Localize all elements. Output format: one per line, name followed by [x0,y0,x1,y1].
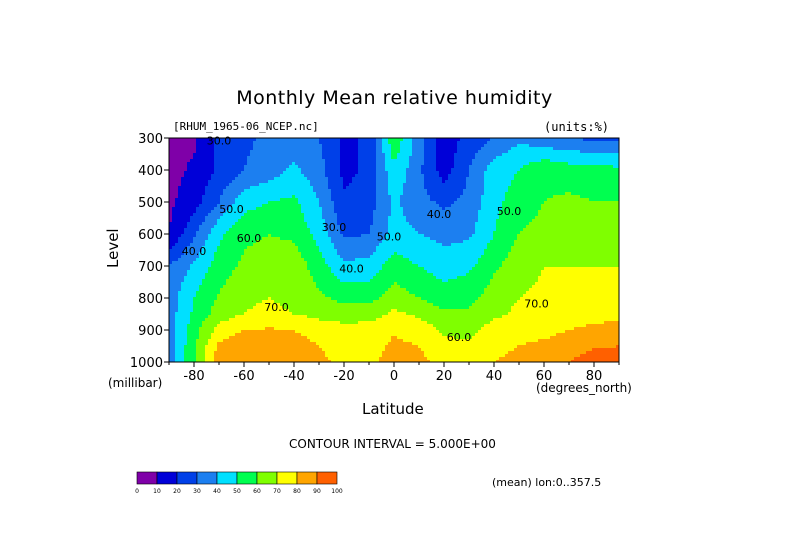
colorbar-label: 100 [331,488,343,495]
colorbar-label: 20 [173,488,181,495]
colorbar-swatch [256,471,278,485]
colorbar-swatch [296,471,318,485]
y-tick-label: 1000 [130,356,163,371]
contour-label: 60.0 [447,331,472,344]
colorbar-label: 0 [135,488,139,495]
colorbar-label: 80 [293,488,301,495]
colorbar-label: 60 [253,488,261,495]
contour-label: 40.0 [427,208,452,221]
y-tick-label: 300 [138,132,163,147]
x-tick-label: -60 [233,369,254,384]
contour-label: 30.0 [207,134,232,147]
chart-title: Monthly Mean relative humidity [236,87,553,109]
colorbar-swatch [136,471,158,485]
colorbar-label: 10 [153,488,161,495]
colorbar-label: 50 [233,488,241,495]
x-tick-label: 60 [536,369,553,384]
colorbar-label: 90 [313,488,321,495]
x-units-label: (degrees_north) [536,381,632,395]
contour-interval-note: CONTOUR INTERVAL = 5.000E+00 [289,437,496,451]
contour-label: 50.0 [377,230,402,243]
contour-label: 70.0 [524,298,549,311]
source-file-label: [RHUM_1965-06_NCEP.nc] [173,120,319,133]
x-tick-label: 20 [436,369,453,384]
y-tick-label: 400 [138,164,163,179]
y-tick-label: 600 [138,228,163,243]
humidity-field [169,138,620,363]
colorbar-swatch [156,471,178,485]
units-label: (units:%) [544,120,610,134]
x-tick-label: -80 [183,369,204,384]
x-tick-label: -20 [333,369,354,384]
colorbar-label: 30 [193,488,201,495]
x-tick-label: 40 [486,369,503,384]
colorbar-swatch [176,471,198,485]
contour-label: 40.0 [339,262,364,275]
colorbar-label: 40 [213,488,221,495]
y-tick-label: 900 [138,324,163,339]
contour-label: 60.0 [237,232,262,245]
y-tick-label: 800 [138,292,163,307]
colorbar-swatch [216,471,238,485]
contour-label: 30.0 [322,221,347,234]
colorbar-swatch [316,471,338,485]
x-tick-label: 0 [390,369,398,384]
y-tick-label: 700 [138,260,163,275]
colorbar-swatch [236,471,258,485]
x-tick-label: 80 [586,369,603,384]
mean-lon-note: (mean) lon:0..357.5 [492,476,602,489]
y-units-label: (millibar) [108,376,163,390]
x-tick-label: -40 [283,369,304,384]
contour-label: 50.0 [497,205,522,218]
colorbar-swatch [276,471,298,485]
y-tick-label: 500 [138,196,163,211]
contour-label: 40.0 [182,245,207,258]
contour-label: 50.0 [219,203,244,216]
x-axis-label: Latitude [362,400,424,418]
colorbar-label: 70 [273,488,281,495]
contour-label: 70.0 [264,301,289,314]
colorbar-swatch [196,471,218,485]
